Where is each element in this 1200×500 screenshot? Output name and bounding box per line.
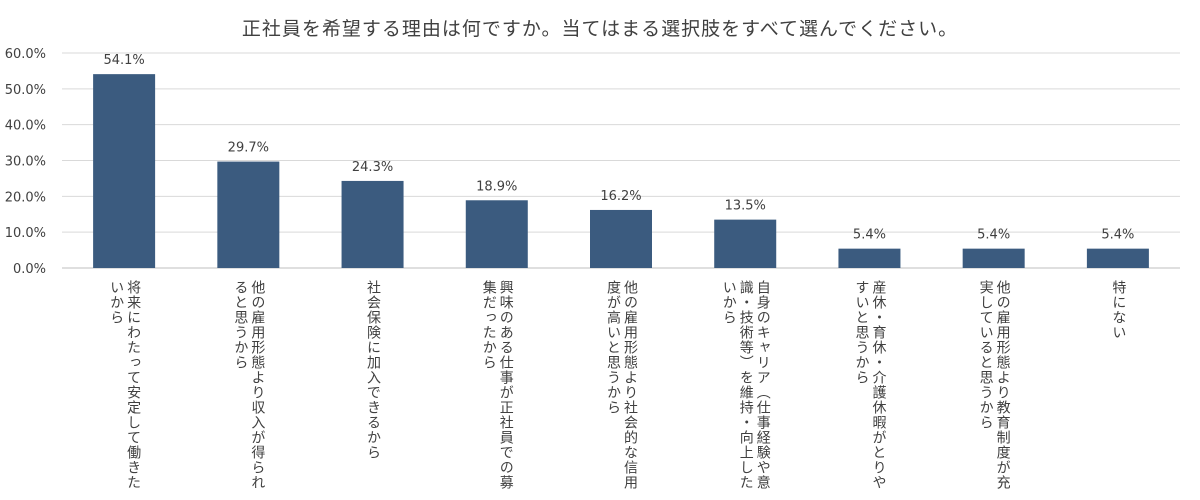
bar [93, 74, 156, 269]
y-tick-label: 10.0% [5, 226, 46, 241]
chart-title: 正社員を希望する理由は何ですか。当てはまる選択肢をすべて選んでください。 [241, 18, 959, 40]
y-tick-label: 60.0% [5, 47, 46, 62]
x-tick-label: 産休・育休・介護休暇がとりやすいと思うから [853, 280, 887, 490]
data-label: 29.7% [228, 141, 269, 156]
x-tick-label: 興味のある仕事が正社員での募集だったから [480, 280, 514, 490]
x-tick-label: 特にない [1110, 280, 1127, 340]
bar [962, 248, 1025, 268]
x-tick-label: 他の雇用形態より収入が得られると思うから [232, 280, 266, 490]
x-tick-label: 自身のキャリア（仕事経験や意識・技術等）を維持・向上したいから [720, 280, 771, 490]
x-tick-label: 他の雇用形態より教育制度が充実していると思うから [977, 280, 1011, 490]
y-tick-label: 30.0% [5, 155, 46, 170]
bar [341, 180, 404, 268]
y-tick-label: 50.0% [5, 83, 46, 98]
data-label: 5.4% [853, 228, 886, 243]
y-tick-label: 20.0% [5, 190, 46, 205]
data-label: 54.1% [103, 53, 144, 68]
data-label: 16.2% [600, 189, 641, 204]
bar [465, 200, 528, 268]
data-label: 24.3% [352, 160, 393, 175]
x-tick-label: 将来にわたって安定して働きたいから [108, 280, 142, 490]
bar [714, 219, 777, 268]
bar [590, 209, 652, 268]
x-tick-label: 社会保険に加入できるから [365, 280, 382, 460]
data-label: 5.4% [977, 228, 1010, 243]
data-label: 18.9% [476, 179, 517, 194]
y-tick-label: 40.0% [5, 119, 46, 134]
bar [838, 248, 901, 268]
data-label: 13.5% [725, 199, 766, 214]
bar [217, 161, 280, 268]
y-tick-label: 0.0% [13, 262, 46, 277]
bar [1086, 248, 1149, 268]
data-label: 5.4% [1101, 228, 1134, 243]
x-tick-label: 他の雇用形態より社会的な信用度が高いと思うから [605, 280, 638, 490]
